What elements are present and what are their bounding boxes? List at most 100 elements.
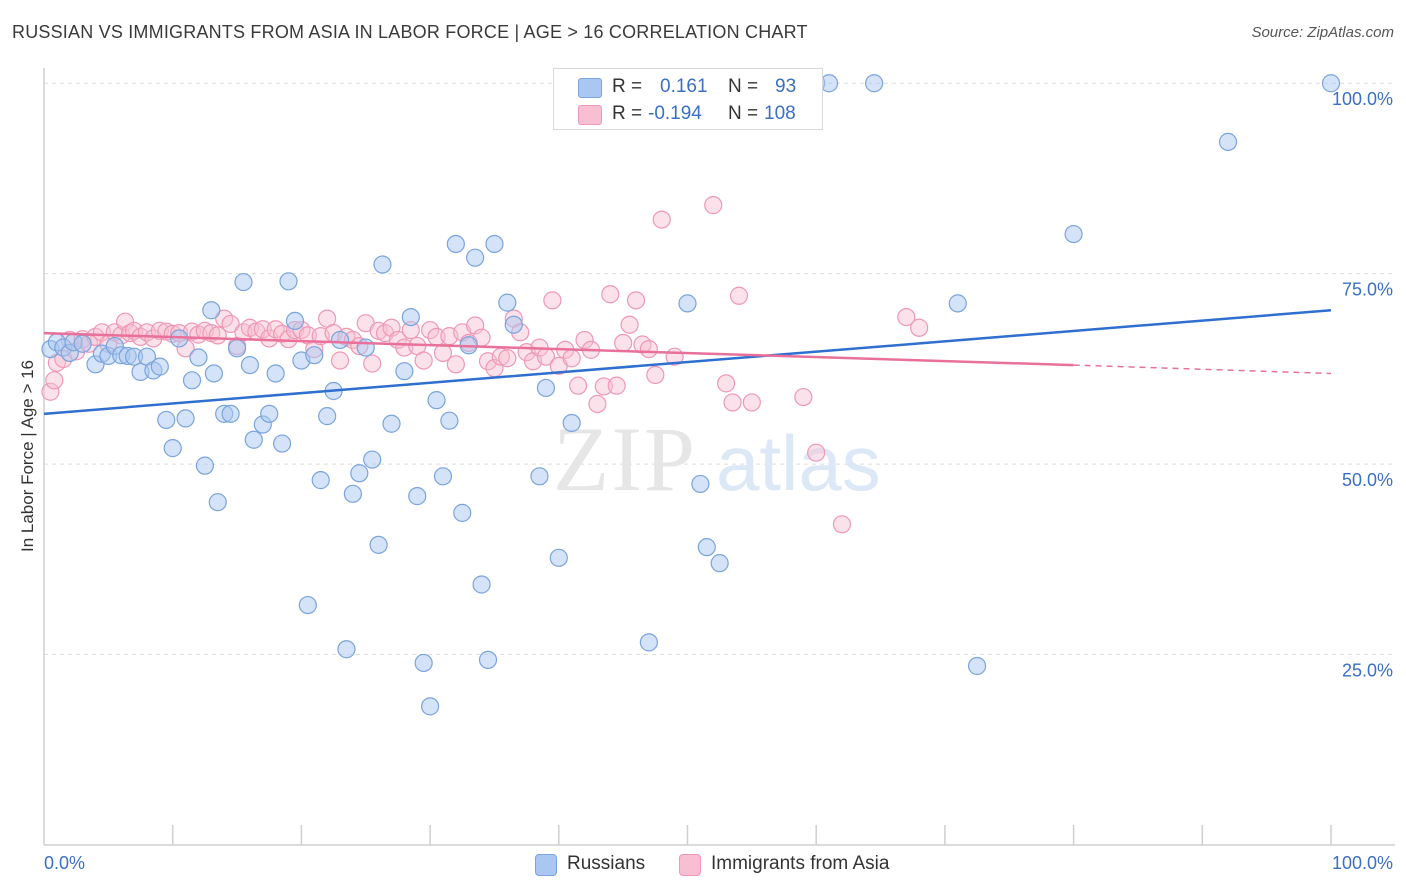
asia-point	[832, 515, 852, 534]
russian-point	[73, 334, 92, 353]
russian-point	[298, 595, 317, 615]
russian-point	[182, 371, 202, 390]
russian-point	[285, 311, 305, 331]
asia-point	[807, 443, 826, 462]
russian-point	[472, 575, 491, 594]
asia-point	[498, 349, 517, 368]
asia-point	[363, 354, 382, 373]
russian-point	[485, 234, 504, 254]
legend-n-value: 108	[764, 103, 796, 124]
russian-point	[865, 74, 884, 93]
russian-point	[408, 487, 427, 506]
russian-point	[1321, 74, 1341, 93]
legend-n-label: N =	[728, 76, 759, 97]
asia-point	[639, 339, 658, 359]
axes	[43, 68, 1395, 846]
y-tick-label: 25.0%	[1342, 661, 1393, 681]
asia-point	[588, 394, 607, 414]
chart-title: RUSSIAN VS IMMIGRANTS FROM ASIA IN LABOR…	[12, 22, 808, 42]
russian-point	[1218, 132, 1238, 151]
russian-point	[382, 414, 401, 433]
asia-point	[717, 374, 736, 393]
russian-point	[478, 650, 498, 669]
russian-point	[279, 272, 298, 291]
russian-point	[446, 234, 465, 254]
legend-r-value: 0.161	[660, 76, 708, 97]
asia-point	[221, 314, 240, 334]
russian-point	[549, 548, 568, 567]
legend-n-value: 93	[775, 76, 797, 97]
asia-point	[41, 382, 60, 401]
russian-point	[195, 456, 214, 475]
russian-point	[498, 293, 517, 312]
y-tick-label: 50.0%	[1342, 470, 1393, 490]
bottom-legend-swatch-asia	[679, 854, 701, 876]
bottom-legend-label-russians: Russians	[567, 853, 646, 874]
russian-point	[260, 404, 279, 423]
russian-point	[330, 330, 350, 350]
russian-point	[311, 471, 330, 490]
asia-point	[414, 351, 433, 370]
source-credit: Source: ZipAtlas.com	[1251, 24, 1394, 41]
russian-point	[453, 503, 472, 522]
russian-point	[240, 355, 260, 375]
russian-point	[343, 484, 362, 503]
russian-point	[266, 364, 285, 383]
russian-point	[466, 248, 485, 267]
watermark-atlas: atlas	[716, 419, 881, 507]
asia-point	[594, 377, 613, 396]
russian-point	[536, 378, 556, 398]
russian-points	[41, 74, 1341, 716]
russian-point	[401, 307, 420, 327]
asia-point	[569, 376, 588, 395]
asia-point	[646, 365, 665, 385]
russian-point	[504, 315, 523, 334]
asia-point	[253, 320, 272, 339]
russian-point	[373, 255, 392, 274]
asia-point	[897, 307, 916, 327]
russian-point	[244, 430, 263, 449]
asia-point	[543, 291, 562, 310]
asia-point	[620, 315, 639, 334]
legend-swatch-russians	[578, 78, 602, 98]
russian-point	[697, 538, 716, 557]
russian-point	[150, 357, 169, 376]
asia-point	[607, 376, 626, 395]
asia-point	[562, 349, 581, 368]
asia-point	[446, 355, 465, 374]
russians-trend-line	[43, 308, 1332, 416]
legend-n-label: N =	[728, 103, 759, 124]
asia-point	[723, 393, 742, 412]
x-tick-marks	[171, 825, 1332, 845]
russian-point	[272, 434, 292, 453]
russian-point	[337, 640, 356, 659]
watermark: ZIP atlas	[553, 408, 881, 510]
asia-point	[45, 371, 64, 390]
russian-point	[710, 554, 729, 573]
russian-point	[1064, 224, 1083, 244]
asia-point	[421, 320, 440, 340]
asia-point	[614, 333, 633, 353]
russian-point	[948, 294, 967, 313]
x-tick-label: 100.0%	[1332, 853, 1393, 873]
russian-point	[208, 493, 227, 512]
russian-point	[318, 407, 337, 426]
asia-point	[575, 330, 594, 350]
russian-point	[221, 404, 240, 423]
russian-point	[234, 272, 253, 292]
russian-point	[202, 301, 221, 320]
asia-point	[729, 286, 749, 305]
russian-point	[305, 346, 324, 365]
asia-point	[330, 351, 350, 370]
asia-point	[626, 291, 646, 310]
russian-point	[967, 656, 987, 676]
y-tick-labels: 25.0% 50.0% 75.0% 100.0%	[1332, 89, 1393, 680]
y-tick-label: 75.0%	[1342, 280, 1393, 300]
russian-point	[530, 467, 549, 486]
trend-lines	[43, 308, 1332, 416]
russian-point	[440, 411, 459, 430]
russian-point	[363, 450, 382, 469]
russian-point	[562, 413, 581, 433]
asia-point	[652, 210, 671, 229]
legend-r-value: -0.194	[648, 103, 702, 124]
